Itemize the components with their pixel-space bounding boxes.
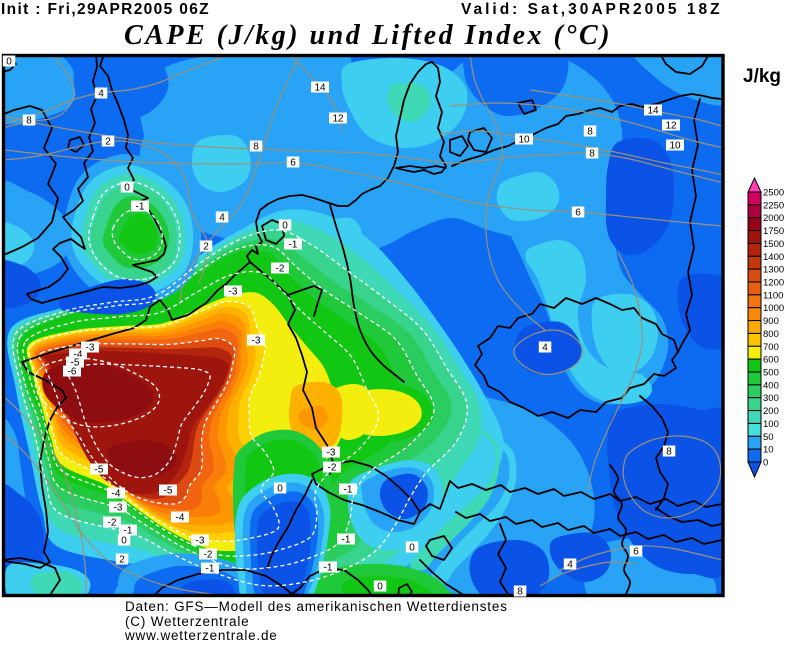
svg-text:14: 14 [647,106,659,117]
svg-text:2000: 2000 [763,213,784,224]
svg-text:-1: -1 [342,535,351,546]
svg-text:0: 0 [121,536,127,547]
svg-text:8: 8 [253,142,259,153]
svg-text:-1: -1 [324,563,333,574]
svg-text:1200: 1200 [763,278,784,289]
svg-text:0: 0 [409,543,415,554]
svg-text:8: 8 [666,447,672,458]
svg-text:-1: -1 [136,202,145,213]
svg-text:-6: -6 [68,367,77,378]
svg-text:Valid: Sat,30APR2005 18Z: Valid: Sat,30APR2005 18Z [461,1,723,18]
svg-text:6: 6 [575,208,581,219]
svg-text:2: 2 [105,137,111,148]
svg-text:2500: 2500 [763,188,784,199]
svg-text:0: 0 [282,221,288,232]
svg-text:1300: 1300 [763,265,784,276]
svg-text:-2: -2 [204,550,213,561]
svg-text:-5: -5 [95,465,104,476]
svg-text:8: 8 [26,116,32,127]
svg-text:10: 10 [669,141,681,152]
svg-text:0: 0 [124,183,130,194]
svg-text:12: 12 [332,114,344,125]
svg-text:200: 200 [763,406,779,417]
svg-text:50: 50 [763,432,774,443]
svg-text:10: 10 [763,445,774,456]
svg-text:0: 0 [377,582,383,593]
svg-text:4: 4 [567,560,573,571]
svg-text:14: 14 [314,83,326,94]
svg-text:12: 12 [665,121,677,132]
svg-text:1000: 1000 [763,303,784,314]
svg-text:-5: -5 [71,358,80,369]
svg-text:-3: -3 [196,536,205,547]
svg-text:2: 2 [203,242,209,253]
svg-text:-2: -2 [276,264,285,275]
svg-text:-4: -4 [176,513,185,524]
svg-text:0: 0 [763,458,768,469]
svg-text:700: 700 [763,342,779,353]
svg-text:J/kg: J/kg [743,66,781,87]
svg-text:-3: -3 [86,343,95,354]
svg-text:8: 8 [589,149,595,160]
svg-text:900: 900 [763,316,779,327]
svg-text:CAPE (J/kg) und Lifted Index (: CAPE (J/kg) und Lifted Index (°C) [124,20,612,51]
svg-text:-1: -1 [124,526,133,537]
svg-text:1750: 1750 [763,226,784,237]
svg-text:-3: -3 [114,503,123,514]
svg-text:2: 2 [119,555,125,566]
svg-text:10: 10 [518,135,530,146]
svg-text:600: 600 [763,355,779,366]
svg-text:-1: -1 [344,485,353,496]
svg-text:8: 8 [517,587,523,598]
svg-text:2250: 2250 [763,200,784,211]
svg-text:1100: 1100 [763,290,783,301]
svg-text:1400: 1400 [763,252,784,263]
svg-text:4: 4 [98,89,104,100]
svg-text:1500: 1500 [763,239,784,250]
svg-text:-4: -4 [112,489,121,500]
svg-text:800: 800 [763,329,779,340]
svg-text:6: 6 [290,158,296,169]
svg-text:4: 4 [542,343,548,354]
svg-text:-2: -2 [328,463,337,474]
svg-text:6: 6 [633,547,639,558]
svg-text:-3: -3 [252,336,261,347]
svg-text:-1: -1 [206,564,215,575]
svg-text:300: 300 [763,393,779,404]
svg-text:Daten: GFS—Modell des amerikan: Daten: GFS—Modell des amerikanischen Wet… [125,599,508,614]
svg-text:www.wetterzentrale.de: www.wetterzentrale.de [124,628,278,643]
svg-text:-1: -1 [289,240,298,251]
svg-text:Init : Fri,29APR2005 06Z: Init : Fri,29APR2005 06Z [1,1,210,18]
svg-text:400: 400 [763,380,779,391]
svg-text:-4: -4 [74,350,83,361]
svg-text:(C) Wetterzentrale: (C) Wetterzentrale [125,614,249,629]
svg-text:-3: -3 [229,287,238,298]
svg-text:-3: -3 [327,448,336,459]
svg-text:4: 4 [219,213,225,224]
svg-text:100: 100 [763,419,779,430]
svg-text:500: 500 [763,368,779,379]
svg-text:0: 0 [277,484,283,495]
svg-text:-2: -2 [108,518,117,529]
svg-text:-5: -5 [164,486,173,497]
svg-text:0: 0 [6,57,12,68]
svg-text:8: 8 [587,127,593,138]
